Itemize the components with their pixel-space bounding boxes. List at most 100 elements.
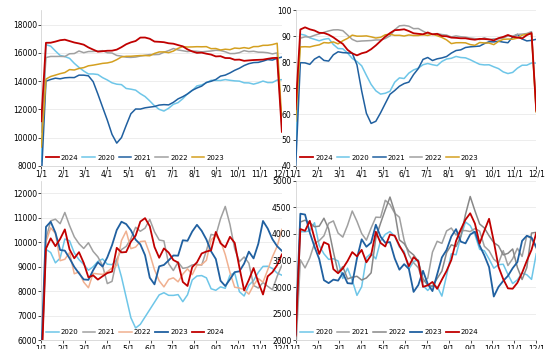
2021 <box>377 215 384 220</box>
2022 <box>128 246 134 251</box>
2021 <box>38 178 45 182</box>
2021 <box>410 261 417 265</box>
Line: 2021: 2021 <box>296 34 536 168</box>
2020 <box>293 150 299 154</box>
2022 <box>311 225 318 229</box>
2022 <box>189 273 196 277</box>
2022 <box>199 50 205 54</box>
2023 <box>278 249 285 253</box>
2022 <box>62 257 68 261</box>
2024 <box>533 231 540 235</box>
2023 <box>443 248 450 252</box>
2022 <box>533 230 540 235</box>
Legend: 2024, 2020, 2021, 2022, 2023: 2024, 2020, 2021, 2022, 2023 <box>299 154 480 162</box>
2024 <box>265 274 271 279</box>
2024 <box>519 271 525 275</box>
2023 <box>265 227 271 231</box>
Line: 2023: 2023 <box>296 214 536 334</box>
2024 <box>199 251 205 255</box>
2021 <box>57 222 63 226</box>
2023 <box>316 257 322 261</box>
2021 <box>123 244 129 248</box>
2022 <box>170 46 177 51</box>
2022 <box>189 49 196 53</box>
2023 <box>297 211 304 216</box>
2020 <box>62 54 68 59</box>
2021 <box>514 32 521 36</box>
2024 <box>199 51 205 55</box>
2022 <box>377 38 384 42</box>
2020 <box>453 54 459 59</box>
2024 <box>448 258 455 262</box>
2022 <box>533 109 540 113</box>
Line: 2022: 2022 <box>41 49 282 132</box>
2022 <box>519 32 525 36</box>
2024 <box>142 35 148 39</box>
2020 <box>128 316 134 320</box>
2022 <box>401 23 408 28</box>
2023 <box>377 35 384 39</box>
Line: 2021: 2021 <box>41 207 282 349</box>
2022 <box>57 54 63 59</box>
Line: 2024: 2024 <box>296 213 536 336</box>
2021 <box>377 111 384 115</box>
2020 <box>62 237 68 241</box>
Line: 2022: 2022 <box>296 196 536 340</box>
2024 <box>278 130 285 134</box>
2021 <box>265 284 271 289</box>
2022 <box>311 33 318 37</box>
Line: 2020: 2020 <box>41 239 282 349</box>
2021 <box>443 229 450 233</box>
2023 <box>123 222 129 226</box>
2021 <box>438 56 445 60</box>
2020 <box>43 43 50 47</box>
2020 <box>438 294 445 298</box>
2023 <box>194 223 200 227</box>
Line: 2024: 2024 <box>41 37 282 132</box>
2023 <box>514 36 521 40</box>
2024 <box>316 31 322 35</box>
2022 <box>410 27 417 31</box>
2023 <box>438 35 445 39</box>
2023 <box>194 45 200 49</box>
2020 <box>519 63 525 67</box>
2020 <box>382 91 388 95</box>
2024 <box>519 36 525 40</box>
2020 <box>156 293 162 297</box>
2023 <box>57 248 63 252</box>
2024 <box>142 216 148 220</box>
2023 <box>533 245 540 249</box>
Line: 2022: 2022 <box>296 25 536 115</box>
2020 <box>297 32 304 36</box>
2021 <box>278 263 285 267</box>
2020 <box>462 220 469 224</box>
2023 <box>528 32 535 36</box>
2020 <box>519 271 525 275</box>
2024 <box>293 107 299 111</box>
2021 <box>405 80 412 84</box>
2024 <box>156 40 162 44</box>
2020 <box>189 88 196 92</box>
2021 <box>453 233 459 237</box>
2020 <box>265 81 271 85</box>
2021 <box>222 205 229 209</box>
2024 <box>382 35 388 39</box>
2020 <box>57 256 63 260</box>
Line: 2021: 2021 <box>41 57 282 180</box>
2020 <box>316 39 322 43</box>
Line: 2020: 2020 <box>296 34 536 152</box>
2023 <box>274 41 280 45</box>
2024 <box>438 277 445 282</box>
2022 <box>293 337 299 342</box>
2021 <box>194 262 200 266</box>
2022 <box>38 130 45 134</box>
2023 <box>405 33 412 37</box>
2023 <box>184 239 191 243</box>
2020 <box>377 239 384 243</box>
2023 <box>38 145 45 149</box>
2022 <box>405 249 412 253</box>
Legend: 2020, 2021, 2022, 2023, 2024: 2020, 2021, 2022, 2023, 2024 <box>45 328 226 337</box>
2020 <box>38 159 45 164</box>
2024 <box>57 38 63 42</box>
2021 <box>293 165 299 170</box>
